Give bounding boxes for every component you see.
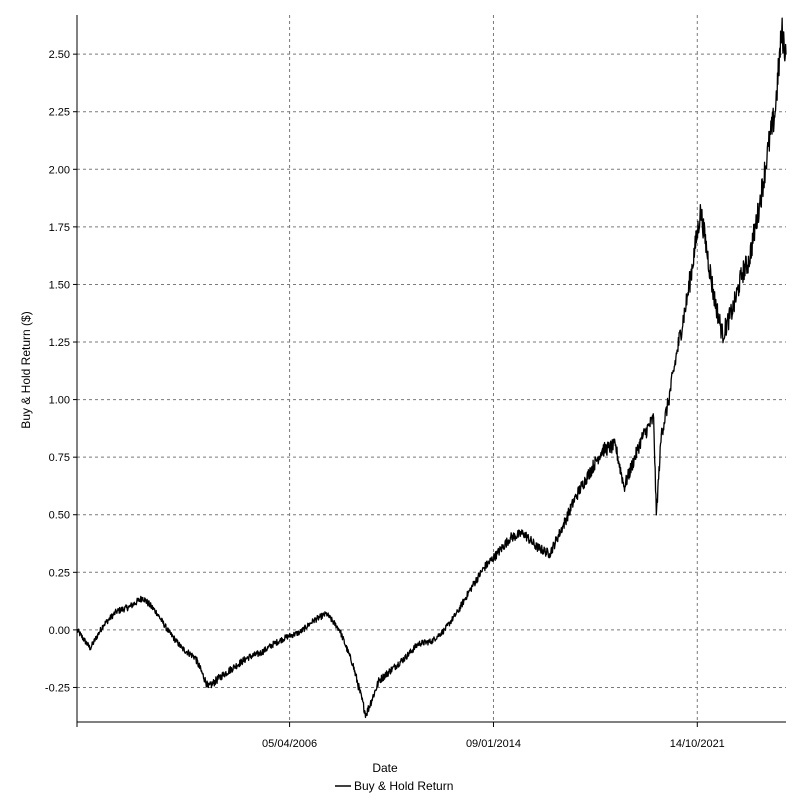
grid-layer	[77, 15, 786, 722]
data-point	[509, 537, 511, 539]
data-point	[102, 624, 104, 626]
data-point	[168, 631, 170, 633]
data-point	[676, 352, 678, 355]
y-tick-label: 0.00	[49, 625, 70, 637]
x-axis-label: Date	[372, 761, 398, 775]
data-point	[741, 272, 743, 274]
legend: Buy & Hold Return	[335, 779, 453, 793]
data-point	[700, 210, 702, 212]
data-point	[233, 666, 236, 668]
y-tick-label: 2.00	[49, 164, 70, 176]
y-tick-label: 1.00	[49, 395, 70, 407]
data-point	[667, 403, 669, 405]
data-point	[247, 656, 249, 659]
data-point	[785, 53, 787, 55]
y-tick-label: 0.50	[49, 510, 70, 522]
data-point	[260, 652, 262, 654]
data-point	[588, 472, 590, 474]
y-tick-label: 1.75	[49, 222, 70, 234]
data-point	[641, 438, 643, 440]
data-point	[774, 111, 776, 113]
data-point	[181, 647, 183, 649]
data-point	[614, 445, 617, 447]
data-point	[365, 714, 367, 716]
x-tick-label: 09/01/2014	[466, 738, 521, 750]
data-point	[286, 636, 288, 638]
series-layer	[76, 17, 787, 719]
data-point	[325, 613, 328, 615]
data-point	[128, 606, 131, 608]
data-point	[378, 679, 380, 682]
y-tick-label: 1.50	[49, 279, 70, 291]
data-point	[655, 514, 657, 516]
data-point	[273, 643, 275, 645]
y-tick-label: 2.50	[49, 49, 70, 61]
data-point	[430, 640, 433, 643]
data-point	[444, 629, 446, 631]
data-point	[76, 629, 78, 631]
data-point	[299, 631, 301, 633]
axes-layer	[76, 15, 786, 723]
data-point	[781, 30, 783, 32]
data-point	[549, 553, 551, 555]
data-point	[660, 433, 662, 435]
data-point	[417, 643, 419, 645]
data-point	[767, 145, 770, 147]
data-point	[721, 334, 724, 336]
y-tick-label: 1.25	[49, 337, 70, 349]
data-point	[142, 597, 144, 599]
data-point	[759, 203, 761, 205]
data-point	[496, 553, 498, 555]
data-point	[220, 675, 223, 677]
data-point	[686, 295, 689, 297]
data-point	[732, 306, 735, 309]
data-point	[653, 417, 655, 419]
data-point	[522, 532, 524, 534]
data-point	[194, 656, 196, 659]
data-point	[713, 295, 715, 297]
x-tick-label: 05/04/2006	[262, 738, 317, 750]
data-point	[601, 449, 603, 451]
data-point	[391, 668, 393, 670]
data-point	[748, 260, 750, 263]
data-point	[404, 656, 406, 659]
y-axis-label: Buy & Hold Return ($)	[19, 311, 33, 428]
data-point	[352, 663, 354, 666]
data-point	[470, 587, 472, 590]
data-point	[339, 629, 341, 631]
data-point	[312, 620, 314, 622]
data-point	[623, 486, 625, 488]
data-point	[207, 686, 209, 689]
data-point	[562, 525, 564, 527]
legend-label-buy-hold-return: Buy & Hold Return	[354, 779, 453, 793]
x-tick-label: 14/10/2021	[670, 738, 725, 750]
y-tick-label: -0.25	[45, 682, 70, 694]
data-point	[457, 610, 459, 613]
ticks-layer: -0.25 0.00 0.25 0.50 0.75 1.00 1.25 1.50 1.75 2.0…	[45, 49, 725, 750]
data-point	[575, 495, 577, 497]
data-point	[89, 647, 91, 649]
y-tick-label: 0.25	[49, 567, 70, 579]
data-point	[536, 546, 538, 548]
data-point	[155, 610, 157, 613]
data-point	[483, 567, 485, 569]
data-point	[115, 610, 118, 613]
y-tick-label: 0.75	[49, 452, 70, 464]
y-tick-label: 2.25	[49, 107, 70, 119]
